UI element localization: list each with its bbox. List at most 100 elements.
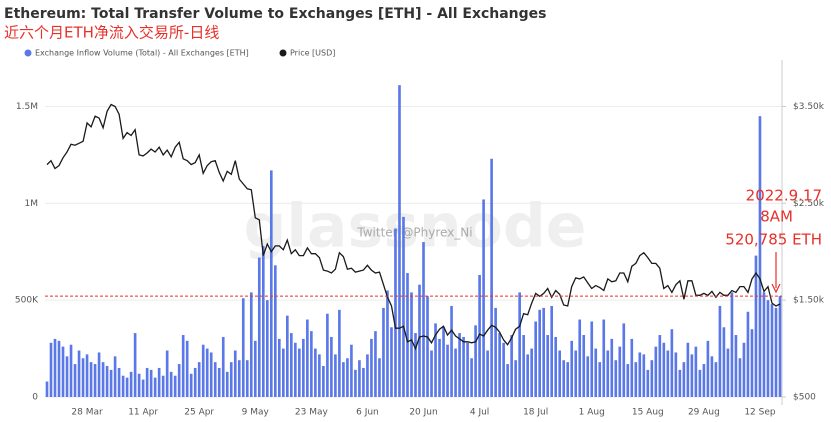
bar — [558, 350, 562, 397]
bar — [342, 362, 345, 397]
bar — [598, 362, 602, 397]
bar — [630, 338, 634, 397]
bar — [678, 369, 682, 397]
bar — [714, 362, 718, 397]
bar — [498, 333, 501, 397]
x-tick-label: 29 Aug — [688, 408, 720, 418]
bar — [217, 367, 221, 397]
bar — [286, 315, 289, 397]
x-tick-label: 11 Apr — [128, 408, 158, 418]
bar — [225, 371, 229, 397]
bar — [614, 360, 618, 397]
bar — [125, 377, 129, 397]
bar — [221, 336, 225, 397]
bar — [478, 274, 481, 397]
bar — [189, 373, 193, 397]
bar — [390, 327, 393, 397]
bar — [85, 354, 89, 397]
bar — [65, 356, 69, 397]
bar — [562, 360, 566, 397]
bar — [290, 333, 293, 397]
bar — [57, 340, 61, 397]
bar — [233, 350, 237, 397]
bar — [686, 342, 690, 397]
bar — [261, 245, 265, 397]
bar — [334, 354, 337, 397]
bar — [310, 331, 313, 397]
bar — [702, 364, 706, 397]
bar — [350, 344, 353, 397]
bar — [634, 362, 638, 397]
chart-title: Ethereum: Total Transfer Volume to Excha… — [4, 6, 547, 22]
bar — [81, 358, 85, 397]
bar — [109, 369, 113, 397]
bar — [534, 321, 537, 397]
bar — [666, 350, 670, 397]
bar — [710, 356, 714, 397]
bar — [93, 364, 97, 397]
bar — [101, 362, 105, 397]
bar — [570, 340, 574, 397]
x-tick-label: 20 Jun — [409, 408, 437, 418]
bar — [153, 377, 157, 397]
bar — [430, 350, 433, 397]
bar — [213, 362, 217, 397]
bar — [422, 242, 425, 397]
bar — [358, 360, 361, 397]
bar — [726, 348, 730, 397]
bar — [670, 329, 674, 397]
bar — [690, 354, 694, 397]
bar — [61, 346, 65, 397]
legend-marker — [24, 49, 32, 57]
bar — [45, 381, 49, 397]
bar — [346, 358, 349, 397]
bar — [606, 350, 610, 397]
bar — [522, 335, 525, 397]
bar — [378, 358, 381, 397]
bar — [746, 311, 750, 397]
bar — [602, 319, 606, 397]
bar — [322, 366, 325, 397]
bar — [674, 352, 678, 397]
bar — [754, 255, 758, 397]
annotation-arrowhead — [771, 283, 781, 294]
bar — [406, 273, 409, 397]
bar — [113, 356, 117, 397]
watermark-sub: Twitter @Phyrex_Ni — [356, 226, 472, 240]
bar — [482, 199, 485, 397]
bar — [662, 342, 666, 397]
bar — [133, 333, 137, 397]
bar — [398, 85, 401, 397]
bar — [750, 329, 754, 397]
bar — [237, 360, 241, 397]
bar — [470, 358, 473, 397]
bar — [586, 356, 590, 397]
bar — [626, 364, 630, 397]
bar — [778, 296, 782, 397]
bar — [277, 338, 281, 397]
bar — [706, 340, 710, 397]
bar — [69, 344, 73, 397]
bar — [506, 364, 509, 397]
bar — [682, 362, 686, 397]
bar — [269, 170, 273, 397]
bar — [718, 305, 722, 397]
bar — [542, 307, 545, 397]
annotation: 2022.9.17 — [746, 187, 822, 205]
bar — [314, 348, 317, 397]
bar — [550, 305, 554, 397]
y2-tick-label: $1.50k — [793, 296, 825, 306]
x-tick-label: 25 Apr — [184, 408, 214, 418]
bar — [458, 333, 461, 397]
bar — [370, 338, 373, 397]
bar — [446, 344, 449, 397]
bar — [510, 335, 513, 397]
bar — [181, 335, 185, 397]
bar — [530, 348, 533, 397]
bar — [201, 344, 205, 397]
bar — [193, 367, 197, 397]
bar — [414, 333, 417, 397]
bar — [77, 350, 81, 397]
bar — [330, 336, 333, 397]
